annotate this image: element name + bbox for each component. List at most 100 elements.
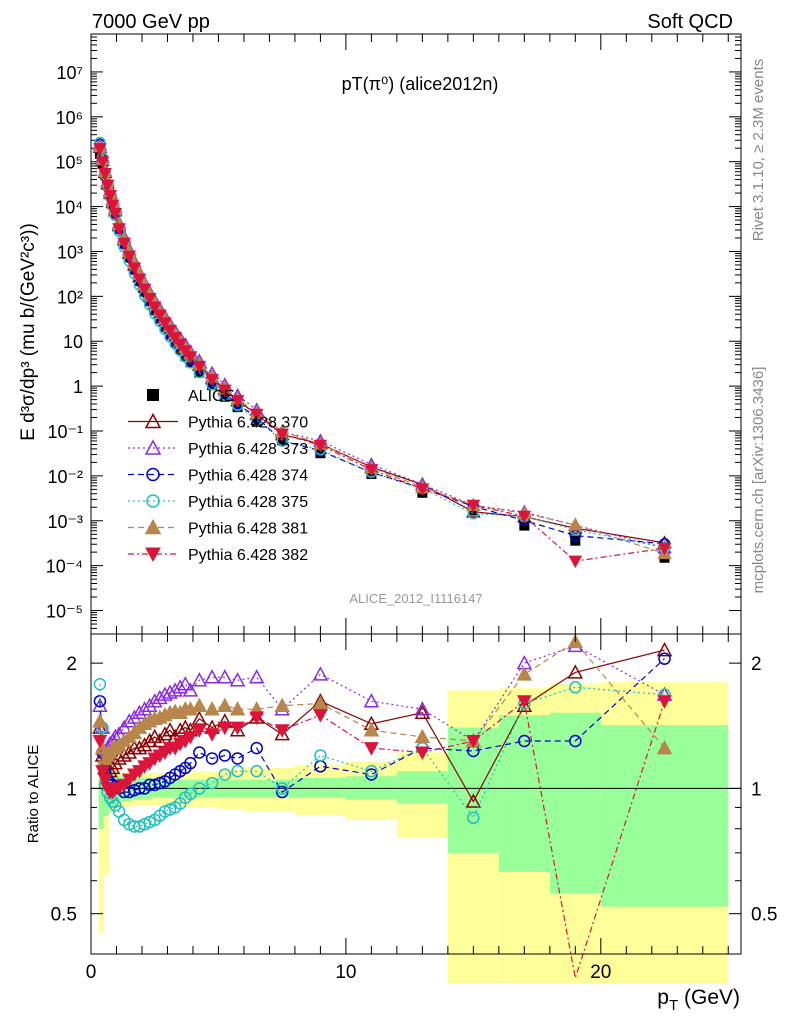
data-point [93,143,107,156]
data-point [92,734,108,749]
legend-label: Pythia 6.428 374 [188,468,308,485]
x-tick-label: 10 [335,962,356,983]
legend-label: Pythia 6.428 373 [188,441,308,458]
legend-item: Pythia 6.428 381 [128,518,308,538]
main-series-group [92,136,672,569]
data-point [100,179,115,193]
data-point [466,499,481,513]
legend-label: Pythia 6.428 381 [188,521,308,538]
data-point [157,726,173,741]
data-point [363,722,380,737]
data-point [141,732,158,748]
inner-uncertainty-band [294,777,346,798]
main-y-tick-label: 10⁻⁴ [46,557,83,577]
data-point [466,504,481,518]
data-point [415,746,430,761]
data-point [313,439,328,453]
legend-item: Pythia 6.428 373 [128,439,308,458]
legend-item: Pythia 6.428 375 [128,494,308,511]
data-point [184,787,197,801]
data-point [93,677,107,691]
data-point [466,734,481,749]
data-point [142,292,157,306]
data-point [414,704,431,719]
main-y-tick-label: 10⁴ [55,198,83,218]
data-point [152,309,167,323]
header-right: Soft QCD [647,11,733,33]
main-series-6 [93,143,672,569]
x-axis-label: pT (GeV) [657,986,740,1014]
data-point [312,695,329,710]
data-point [121,744,137,759]
data-point [248,669,265,684]
data-point [97,773,113,788]
legend: ALICE Pythia 6.428 370 Pythia 6.428 373 Pyt… [128,388,308,564]
data-point [364,742,379,756]
data-point [205,752,219,765]
data-point [92,713,108,728]
data-point [184,756,197,770]
data-point [136,737,153,752]
data-point [229,722,246,737]
data-point [173,338,188,352]
data-point [93,694,107,708]
data-point [193,746,206,759]
data-point [249,711,265,726]
main-y-tick-label: 10⁻¹ [47,422,83,442]
data-point [467,811,480,825]
data-point [98,167,112,181]
data-point [518,734,531,748]
data-point [229,672,246,687]
data-point [656,740,673,755]
inner-uncertainty-band [600,725,729,907]
ratio-series-5 [92,695,672,979]
data-point [95,765,110,779]
ratio-y-tick-label-right: 0.5 [751,905,777,926]
data-point [112,223,126,236]
mcplots-label: mcplots.cern.ch [arXiv:1306.3436] [750,367,767,594]
data-point [147,301,162,315]
data-point [127,262,142,275]
data-point [205,373,219,387]
data-point [414,701,431,716]
legend-item: Pythia 6.428 374 [128,468,308,485]
data-point [183,351,198,364]
data-point [122,250,137,264]
data-point [132,273,147,287]
data-point [229,701,246,716]
data-point [105,199,120,213]
main-y-tick-label: 10⁻⁵ [46,602,83,622]
data-point [131,740,148,755]
data-point [108,208,123,221]
data-point [204,728,220,742]
main-y-tick-label: 10⁻² [47,467,83,487]
data-point [658,652,671,665]
data-point [275,428,290,442]
main-y-tick-label: 10² [57,287,83,307]
data-point [144,412,162,429]
main-y-tick-label: 10⁻³ [47,512,83,532]
ratio-plot-panel: 0.5 0.5 1 1 2 2 0 10 20 [51,633,777,984]
inner-uncertainty-band [345,776,397,800]
analysis-watermark: ALICE_2012_I1116147 [349,591,482,606]
main-y-tick-label: 10⁵ [56,153,83,173]
data-point [108,799,122,812]
ratio-y-tick-label-right: 2 [751,654,762,675]
data-point [274,697,290,712]
data-point [231,764,244,778]
data-point [516,695,532,709]
main-y-tick-label: 10⁷ [56,63,83,83]
data-point [365,768,378,781]
ratio-line [99,684,665,828]
data-point [312,666,329,681]
data-point [137,283,152,297]
ratio-series-group [92,633,673,979]
main-plot-panel: 10⁻⁵ 10⁻⁴ 10⁻³ 10⁻² 10⁻¹ 1 10 10² 10³ 10⁴ 10⁵ 10⁶ 10… [46,33,742,635]
data-point [168,332,182,345]
data-point [657,542,672,556]
data-point [414,728,431,744]
data-point [230,395,245,408]
data-point [95,156,110,169]
data-point [94,740,111,755]
data-point [516,697,533,712]
